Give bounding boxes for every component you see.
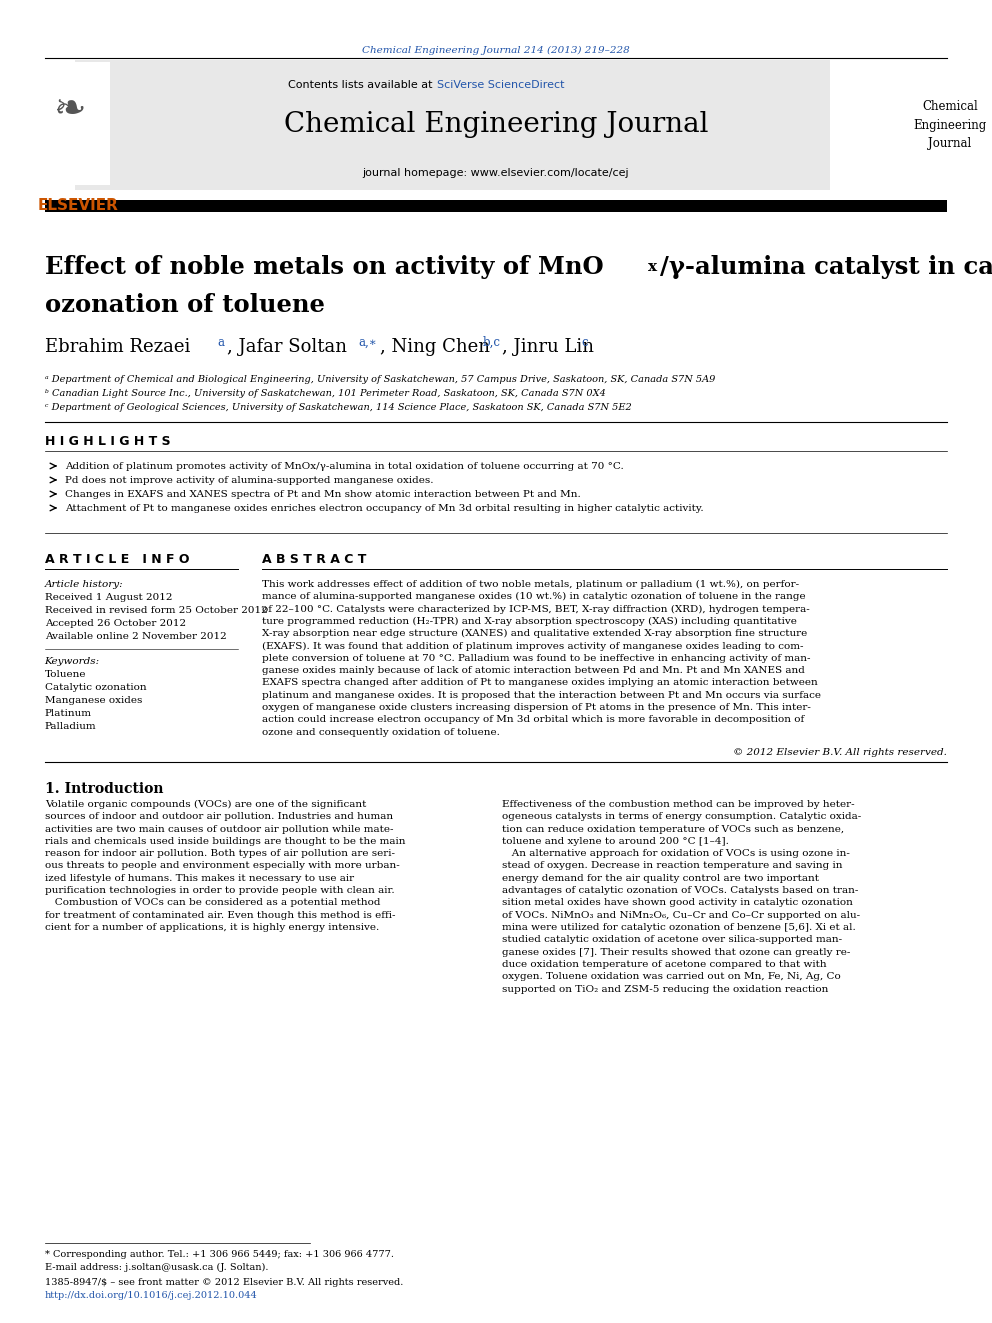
Text: ᵃ Department of Chemical and Biological Engineering, University of Saskatchewan,: ᵃ Department of Chemical and Biological … [45,374,715,384]
Text: cient for a number of applications, it is highly energy intensive.: cient for a number of applications, it i… [45,923,379,931]
Text: studied catalytic oxidation of acetone over silica-supported man-: studied catalytic oxidation of acetone o… [502,935,842,945]
Text: activities are two main causes of outdoor air pollution while mate-: activities are two main causes of outdoo… [45,824,393,833]
Text: 1385-8947/$ – see front matter © 2012 Elsevier B.V. All rights reserved.: 1385-8947/$ – see front matter © 2012 El… [45,1278,403,1287]
Text: Catalytic ozonation: Catalytic ozonation [45,683,146,692]
Text: tion can reduce oxidation temperature of VOCs such as benzene,: tion can reduce oxidation temperature of… [502,824,844,833]
Text: Volatile organic compounds (VOCs) are one of the significant: Volatile organic compounds (VOCs) are on… [45,800,366,810]
Text: ozone and consequently oxidation of toluene.: ozone and consequently oxidation of tolu… [262,728,500,737]
Text: Contents lists available at: Contents lists available at [289,79,436,90]
Text: ganese oxides [7]. Their results showed that ozone can greatly re-: ganese oxides [7]. Their results showed … [502,947,850,957]
Text: A R T I C L E   I N F O: A R T I C L E I N F O [45,553,189,566]
Text: E-mail address: j.soltan@usask.ca (J. Soltan).: E-mail address: j.soltan@usask.ca (J. So… [45,1263,268,1273]
Text: Accepted 26 October 2012: Accepted 26 October 2012 [45,619,186,628]
Text: x: x [648,261,657,274]
Text: duce oxidation temperature of acetone compared to that with: duce oxidation temperature of acetone co… [502,960,826,968]
Text: Combustion of VOCs can be considered as a potential method: Combustion of VOCs can be considered as … [45,898,380,908]
Text: oxygen of manganese oxide clusters increasing dispersion of Pt atoms in the pres: oxygen of manganese oxide clusters incre… [262,703,810,712]
Text: advantages of catalytic ozonation of VOCs. Catalysts based on tran-: advantages of catalytic ozonation of VOC… [502,886,858,896]
Text: SciVerse ScienceDirect: SciVerse ScienceDirect [437,79,565,90]
Text: Pd does not improve activity of alumina-supported manganese oxides.: Pd does not improve activity of alumina-… [65,476,434,486]
Text: , Ning Chen: , Ning Chen [380,337,490,356]
Text: plete conversion of toluene at 70 °C. Palladium was found to be ineffective in e: plete conversion of toluene at 70 °C. Pa… [262,654,810,663]
Text: supported on TiO₂ and ZSM-5 reducing the oxidation reaction: supported on TiO₂ and ZSM-5 reducing the… [502,984,828,994]
Text: ganese oxides mainly because of lack of atomic interaction between Pd and Mn. Pt: ganese oxides mainly because of lack of … [262,665,805,675]
Text: sources of indoor and outdoor air pollution. Industries and human: sources of indoor and outdoor air pollut… [45,812,393,822]
Text: rials and chemicals used inside buildings are thought to be the main: rials and chemicals used inside building… [45,837,405,845]
Text: /γ-alumina catalyst in catalytic: /γ-alumina catalyst in catalytic [660,255,992,279]
Text: sition metal oxides have shown good activity in catalytic ozonation: sition metal oxides have shown good acti… [502,898,853,908]
Text: Manganese oxides: Manganese oxides [45,696,142,705]
Text: journal homepage: www.elsevier.com/locate/cej: journal homepage: www.elsevier.com/locat… [363,168,629,179]
Text: Received 1 August 2012: Received 1 August 2012 [45,593,173,602]
Text: platinum and manganese oxides. It is proposed that the interaction between Pt an: platinum and manganese oxides. It is pro… [262,691,821,700]
Text: oxygen. Toluene oxidation was carried out on Mn, Fe, Ni, Ag, Co: oxygen. Toluene oxidation was carried ou… [502,972,841,982]
Text: ized lifestyle of humans. This makes it necessary to use air: ized lifestyle of humans. This makes it … [45,873,354,882]
Text: ous threats to people and environment especially with more urban-: ous threats to people and environment es… [45,861,400,871]
Text: ture programmed reduction (H₂-TPR) and X-ray absorption spectroscopy (XAS) inclu: ture programmed reduction (H₂-TPR) and X… [262,617,797,626]
Text: Effect of noble metals on activity of MnO: Effect of noble metals on activity of Mn… [45,255,603,279]
Text: Changes in EXAFS and XANES spectra of Pt and Mn show atomic interaction between : Changes in EXAFS and XANES spectra of Pt… [65,490,580,499]
Text: c: c [581,336,587,349]
Text: mina were utilized for catalytic ozonation of benzene [5,6]. Xi et al.: mina were utilized for catalytic ozonati… [502,923,856,931]
Text: An alternative approach for oxidation of VOCs is using ozone in-: An alternative approach for oxidation of… [502,849,850,859]
Text: Ebrahim Rezaei: Ebrahim Rezaei [45,337,190,356]
Text: reason for indoor air pollution. Both types of air pollution are seri-: reason for indoor air pollution. Both ty… [45,849,395,859]
Text: http://dx.doi.org/10.1016/j.cej.2012.10.044: http://dx.doi.org/10.1016/j.cej.2012.10.… [45,1291,257,1301]
Text: A B S T R A C T: A B S T R A C T [262,553,366,566]
Text: Platinum: Platinum [45,709,91,718]
Text: Chemical Engineering Journal 214 (2013) 219–228: Chemical Engineering Journal 214 (2013) … [362,46,630,56]
Text: ozonation of toluene: ozonation of toluene [45,292,324,318]
Text: of VOCs. NiMnO₃ and NiMn₂O₆, Cu–Cr and Co–Cr supported on alu-: of VOCs. NiMnO₃ and NiMn₂O₆, Cu–Cr and C… [502,910,860,919]
Text: ᵇ Canadian Light Source Inc., University of Saskatchewan, 101 Perimeter Road, Sa: ᵇ Canadian Light Source Inc., University… [45,389,605,398]
Text: ELSEVIER: ELSEVIER [38,198,119,213]
Text: energy demand for the air quality control are two important: energy demand for the air quality contro… [502,873,819,882]
Text: , Jafar Soltan: , Jafar Soltan [227,337,347,356]
Text: Received in revised form 25 October 2012: Received in revised form 25 October 2012 [45,606,268,615]
Text: Chemical
Engineering
Journal: Chemical Engineering Journal [914,101,987,149]
Text: EXAFS spectra changed after addition of Pt to manganese oxides implying an atomi: EXAFS spectra changed after addition of … [262,679,817,688]
Text: Chemical Engineering Journal: Chemical Engineering Journal [284,111,708,139]
Text: H I G H L I G H T S: H I G H L I G H T S [45,435,171,448]
Text: * Corresponding author. Tel.: +1 306 966 5449; fax: +1 306 966 4777.: * Corresponding author. Tel.: +1 306 966… [45,1250,394,1259]
Text: Toluene: Toluene [45,669,86,679]
Text: Effectiveness of the combustion method can be improved by heter-: Effectiveness of the combustion method c… [502,800,855,808]
Text: mance of alumina-supported manganese oxides (10 wt.%) in catalytic ozonation of : mance of alumina-supported manganese oxi… [262,593,806,602]
Text: © 2012 Elsevier B.V. All rights reserved.: © 2012 Elsevier B.V. All rights reserved… [733,747,947,757]
Text: This work addresses effect of addition of two noble metals, platinum or palladiu: This work addresses effect of addition o… [262,579,800,589]
Text: 1. Introduction: 1. Introduction [45,782,163,796]
Text: Attachment of Pt to manganese oxides enriches electron occupancy of Mn 3d orbita: Attachment of Pt to manganese oxides enr… [65,504,703,513]
Text: action could increase electron occupancy of Mn 3d orbital which is more favorabl: action could increase electron occupancy… [262,716,805,724]
Bar [75,60,830,191]
Text: for treatment of contaminated air. Even though this method is effi-: for treatment of contaminated air. Even … [45,910,395,919]
Text: purification technologies in order to provide people with clean air.: purification technologies in order to pr… [45,886,394,896]
Text: toluene and xylene to around 200 °C [1–4].: toluene and xylene to around 200 °C [1–4… [502,837,729,845]
Text: ᶜ Department of Geological Sciences, University of Saskatchewan, 114 Science Pla: ᶜ Department of Geological Sciences, Uni… [45,404,631,411]
Text: X-ray absorption near edge structure (XANES) and qualitative extended X-ray abso: X-ray absorption near edge structure (XA… [262,630,807,638]
Text: Palladium: Palladium [45,722,96,732]
Text: ❧: ❧ [54,91,86,130]
Text: a: a [217,336,224,349]
Text: stead of oxygen. Decrease in reaction temperature and saving in: stead of oxygen. Decrease in reaction te… [502,861,842,871]
Text: (EXAFS). It was found that addition of platinum improves activity of manganese o: (EXAFS). It was found that addition of p… [262,642,804,651]
Text: Keywords:: Keywords: [45,658,100,665]
Text: Available online 2 November 2012: Available online 2 November 2012 [45,632,226,642]
Bar [45,200,947,212]
Text: b,c: b,c [483,336,501,349]
Text: , Jinru Lin: , Jinru Lin [502,337,594,356]
Text: Article history:: Article history: [45,579,123,589]
Text: Addition of platinum promotes activity of MnOx/γ-alumina in total oxidation of t: Addition of platinum promotes activity o… [65,462,624,471]
Text: a,∗: a,∗ [358,336,377,349]
Text: of 22–100 °C. Catalysts were characterized by ICP-MS, BET, X-ray diffraction (XR: of 22–100 °C. Catalysts were characteriz… [262,605,809,614]
Text: ogeneous catalysts in terms of energy consumption. Catalytic oxida-: ogeneous catalysts in terms of energy co… [502,812,861,822]
Bar [30,62,110,185]
